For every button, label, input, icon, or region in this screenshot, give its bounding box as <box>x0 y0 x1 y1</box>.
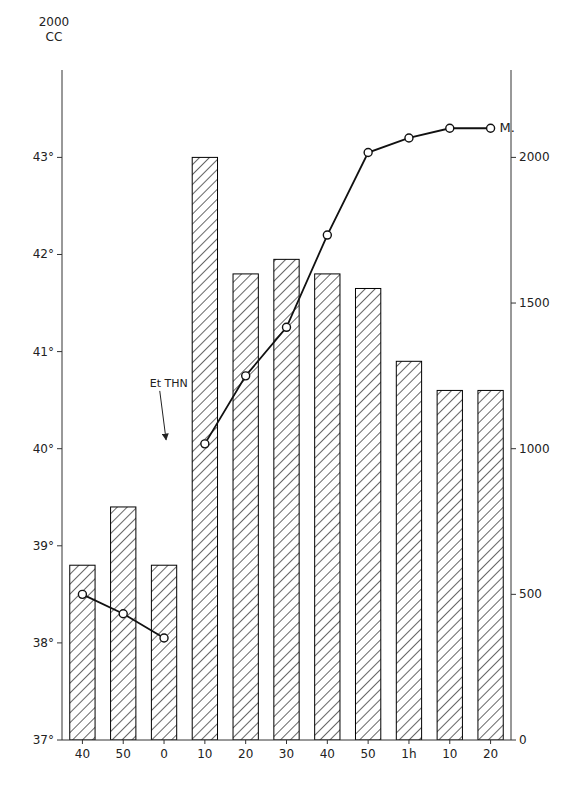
x-tick <box>164 740 165 744</box>
y-tick-label: 43° <box>33 150 54 164</box>
y2-axis-line <box>511 70 512 740</box>
line-marker <box>160 634 168 642</box>
line-marker <box>405 134 413 142</box>
bar <box>315 274 340 740</box>
y-tick <box>57 351 62 352</box>
line-marker <box>364 149 372 157</box>
x-tick <box>449 740 450 744</box>
y2-tick <box>511 448 516 449</box>
x-tick-label: 30 <box>279 747 294 761</box>
y2-tick-label: 500 <box>519 587 542 601</box>
bar <box>111 507 136 740</box>
x-tick <box>123 740 124 744</box>
y2-tick-label: 1000 <box>519 442 550 456</box>
y-tick <box>57 740 62 741</box>
annotation-arrow <box>160 391 166 440</box>
x-tick-label: 40 <box>75 747 90 761</box>
x-tick <box>490 740 491 744</box>
x-tick <box>408 740 409 744</box>
annotation-line: 2000 <box>39 15 70 29</box>
axes: 4050010203040501h102037°38°39°40°41°42°4… <box>33 70 550 761</box>
y-tick-label: 39° <box>33 539 54 553</box>
bar <box>192 157 217 740</box>
y-tick-label: 37° <box>33 733 54 747</box>
line <box>205 128 491 444</box>
x-tick-label: 40 <box>320 747 335 761</box>
annotation: 2000CC <box>39 15 70 44</box>
y2-tick-label: 0 <box>519 733 527 747</box>
plot-area <box>70 124 503 740</box>
y-tick-label: 42° <box>33 247 54 261</box>
x-tick-label: 10 <box>197 747 212 761</box>
y-tick-label: 41° <box>33 345 54 359</box>
bar <box>274 259 299 740</box>
x-tick <box>82 740 83 744</box>
bar <box>70 565 95 740</box>
x-tick-label: 10 <box>442 747 457 761</box>
x-tick <box>327 740 328 744</box>
y2-tick <box>511 303 516 304</box>
chart: 4050010203040501h102037°38°39°40°41°42°4… <box>0 0 573 800</box>
line-marker <box>487 124 495 132</box>
x-tick <box>245 740 246 744</box>
line-marker <box>242 372 250 380</box>
line-marker <box>446 124 454 132</box>
bar <box>396 361 421 740</box>
x-tick-label: 50 <box>360 747 375 761</box>
bar <box>233 274 258 740</box>
bar <box>478 390 503 740</box>
annotation-line: CC <box>46 30 63 44</box>
y2-tick-label: 1500 <box>519 296 550 310</box>
y-tick-label: 38° <box>33 636 54 650</box>
x-tick <box>204 740 205 744</box>
line-marker <box>201 440 209 448</box>
x-tick-label: 0 <box>160 747 168 761</box>
y-tick-label: 40° <box>33 442 54 456</box>
annotation: M. <box>500 120 515 135</box>
y2-tick <box>511 594 516 595</box>
y-tick <box>57 254 62 255</box>
annotations: Et THN M. 2000CC <box>39 15 515 440</box>
x-tick-label: 1h <box>401 747 416 761</box>
y-tick <box>57 157 62 158</box>
y2-tick <box>511 157 516 158</box>
y-tick <box>57 448 62 449</box>
bar <box>355 288 380 740</box>
y2-tick <box>511 740 516 741</box>
x-tick-label: 20 <box>238 747 253 761</box>
y-tick <box>57 642 62 643</box>
line-marker <box>119 610 127 618</box>
bar <box>437 390 462 740</box>
y-axis-line <box>62 70 63 740</box>
line-marker <box>78 590 86 598</box>
line-marker <box>283 323 291 331</box>
x-tick-label: 50 <box>116 747 131 761</box>
x-tick <box>286 740 287 744</box>
x-tick <box>368 740 369 744</box>
y2-tick-label: 2000 <box>519 150 550 164</box>
annotation: Et THN <box>150 377 188 390</box>
line-marker <box>323 231 331 239</box>
y-tick <box>57 545 62 546</box>
bar <box>151 565 176 740</box>
line <box>82 594 164 638</box>
x-tick-label: 20 <box>483 747 498 761</box>
